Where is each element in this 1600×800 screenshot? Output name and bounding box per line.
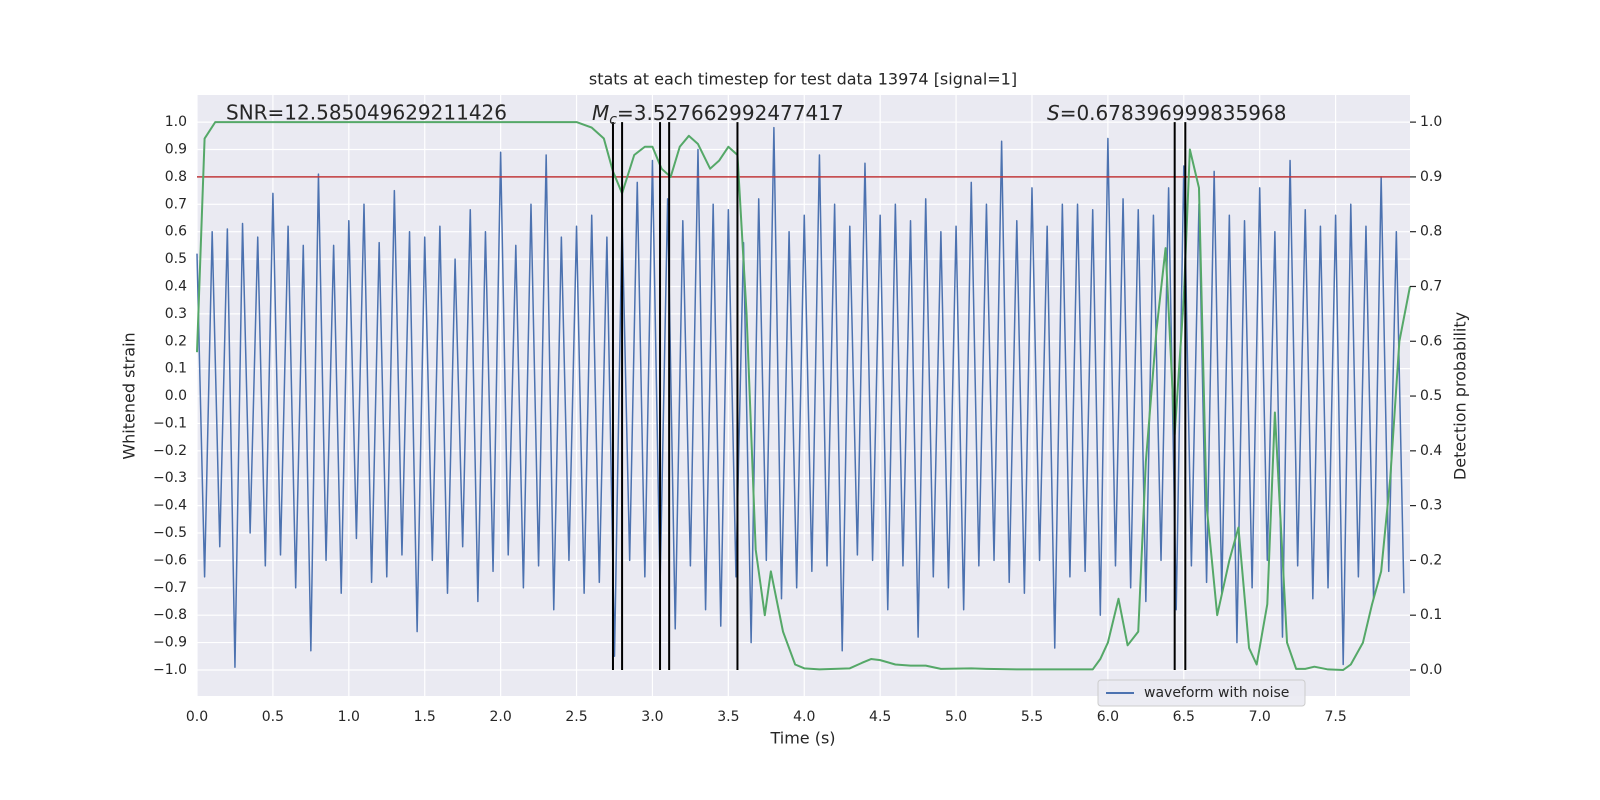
mc-annotation: Mc=3.527662992477417: [592, 101, 844, 129]
y2-tick-label: 0.1: [1420, 607, 1442, 623]
y-tick-label: −0.6: [153, 552, 187, 568]
x-tick-label: 0.5: [262, 709, 284, 725]
legend: waveform with noise: [1097, 679, 1306, 707]
y-tick-label: −0.2: [153, 443, 187, 459]
y2-tick-label: 0.8: [1420, 224, 1442, 240]
chart-title: stats at each timestep for test data 139…: [589, 70, 1017, 89]
y-tick-label: 0.3: [165, 306, 187, 322]
x-tick-label: 5.0: [945, 709, 967, 725]
x-tick-label: 1.5: [414, 709, 436, 725]
y-tick-label: 0.5: [165, 251, 187, 267]
y-tick-label: −0.5: [153, 525, 187, 541]
x-tick-label: 1.0: [338, 709, 360, 725]
x-tick-label: 4.0: [793, 709, 815, 725]
y2-tick-label: 0.7: [1420, 278, 1442, 294]
x-tick-label: 4.5: [869, 709, 891, 725]
y2-tick-label: 0.5: [1420, 388, 1442, 404]
x-tick-label: 7.0: [1249, 709, 1271, 725]
x-tick-label: 2.0: [489, 709, 511, 725]
y2-tick-label: 0.9: [1420, 169, 1442, 185]
mc-subscript: c: [609, 112, 617, 128]
y-tick-label: −0.9: [153, 635, 187, 651]
y-tick-label: 1.0: [165, 114, 187, 130]
mc-symbol: M: [592, 101, 609, 125]
snr-annotation: SNR=12.585049629211426: [226, 101, 507, 125]
y-tick-label: 0.6: [165, 224, 187, 240]
legend-box: [1097, 679, 1306, 707]
y-tick-label: 0.9: [165, 142, 187, 158]
x-tick-label: 3.5: [717, 709, 739, 725]
y2-tick-label: 1.0: [1420, 114, 1442, 130]
y-tick-label: 0.1: [165, 361, 187, 377]
probability-line: [196, 121, 1411, 671]
x-tick-label: 6.5: [1173, 709, 1195, 725]
y-axis-label: Whitened strain: [120, 332, 139, 459]
y2-tick-label: 0.0: [1420, 662, 1442, 678]
plot-layer: [196, 95, 1411, 696]
y-tick-label: −0.4: [153, 498, 187, 514]
s-value: =0.678396999835968: [1060, 101, 1287, 125]
y2-tick-label: 0.4: [1420, 443, 1442, 459]
y-tick-label: 0.2: [165, 333, 187, 349]
x-tick-label: 7.5: [1324, 709, 1346, 725]
x-tick-label: 0.0: [186, 709, 208, 725]
s-symbol: S: [1047, 101, 1060, 125]
legend-label: waveform with noise: [1144, 685, 1289, 701]
s-annotation: S=0.678396999835968: [1047, 101, 1286, 125]
y-tick-label: 0.4: [165, 278, 187, 294]
y2-tick-label: 0.6: [1420, 333, 1442, 349]
waveform-line: [196, 126, 1405, 668]
x-axis-label: Time (s): [769, 729, 835, 748]
y-tick-label: −0.1: [153, 415, 187, 431]
y-tick-label: 0.7: [165, 196, 187, 212]
y2-axis-label: Detection probability: [1451, 312, 1470, 480]
y-tick-label: −1.0: [153, 662, 187, 678]
y-tick-label: −0.3: [153, 470, 187, 486]
y2-tick-label: 0.3: [1420, 498, 1442, 514]
y2-tick-label: 0.2: [1420, 552, 1442, 568]
x-tick-label: 3.0: [641, 709, 663, 725]
x-tick-label: 2.5: [565, 709, 587, 725]
x-tick-label: 5.5: [1021, 709, 1043, 725]
mc-value: =3.527662992477417: [617, 101, 844, 125]
y-tick-label: 0.8: [165, 169, 187, 185]
y-tick-label: −0.7: [153, 580, 187, 596]
x-tick-label: 6.0: [1097, 709, 1119, 725]
y-tick-label: 0.0: [165, 388, 187, 404]
y-tick-label: −0.8: [153, 607, 187, 623]
